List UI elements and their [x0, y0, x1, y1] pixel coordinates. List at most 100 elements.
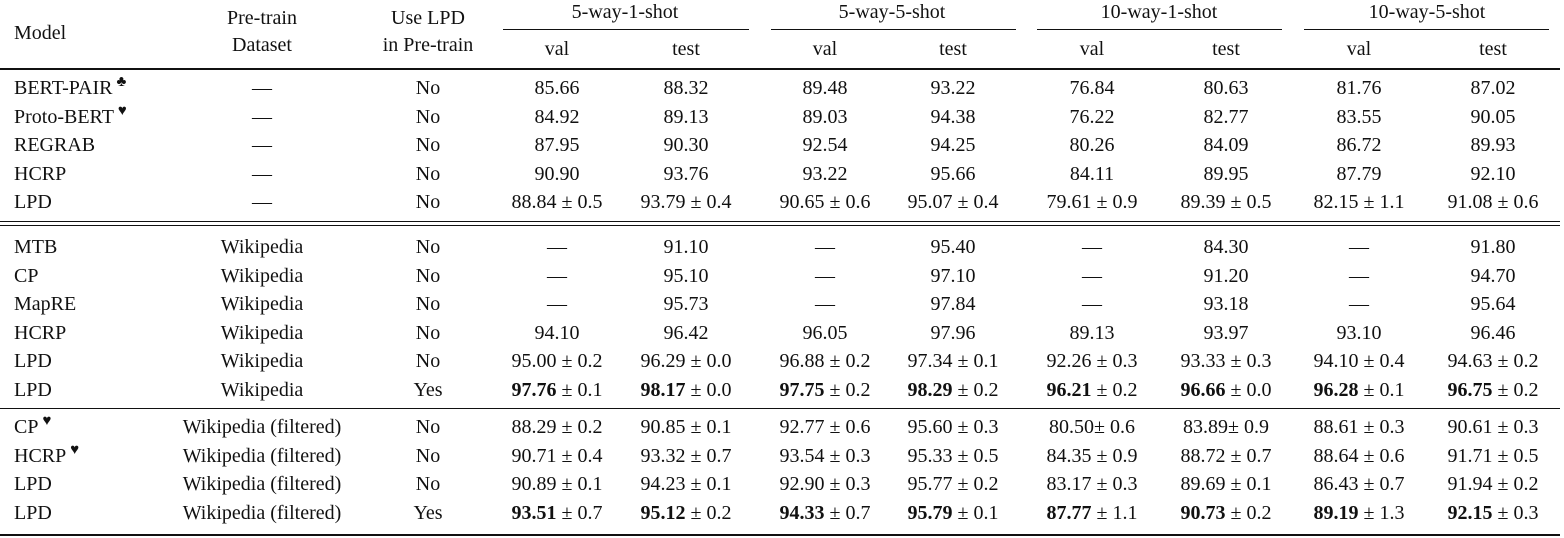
header-group-10way1shot: 10-way-1-shot — [1100, 1, 1218, 23]
header-sub-val: val — [544, 38, 570, 60]
score-cell: — — [1082, 264, 1102, 288]
score-value: — — [547, 264, 567, 287]
score-cell: 92.10 — [1471, 162, 1516, 186]
score-cell: 90.73 ± 0.2 — [1181, 501, 1272, 525]
header-sub-test: test — [1212, 38, 1240, 60]
dataset-cell: — — [252, 162, 272, 185]
score-cell: — — [815, 235, 835, 259]
score-std: ± 0.2 — [952, 378, 999, 401]
score-std: ± 0.2 — [1091, 378, 1138, 401]
score-cell: 90.30 — [664, 133, 709, 157]
score-std: ± 0.2 — [1225, 501, 1272, 524]
model-label: HCRP — [14, 321, 67, 344]
score-cell: 86.72 — [1337, 133, 1382, 157]
score-cell: 92.26 ± 0.3 — [1047, 349, 1138, 373]
header-model: Model — [14, 22, 67, 44]
dataset-cell: — — [252, 191, 272, 213]
use-lpd-cell: Yes — [413, 378, 443, 401]
use-lpd-cell: Yes — [413, 501, 443, 524]
score-std: ± 0.6 — [1492, 191, 1539, 213]
score-value: 89.13 — [663, 105, 709, 128]
score-value: 96.66 — [1180, 378, 1226, 401]
score-cell: — — [1082, 235, 1102, 259]
score-value: — — [815, 293, 835, 315]
dataset-cell: Wikipedia — [220, 293, 304, 315]
score-std: ± 0.2 — [1492, 378, 1539, 401]
score-value: 87.02 — [1470, 77, 1516, 99]
score-cell: 91.20 — [1204, 264, 1249, 288]
score-value: 90.89 — [511, 473, 557, 495]
score-cell: 80.63 — [1204, 76, 1249, 100]
score-std: ± 0.3 — [952, 416, 999, 438]
score-cell: 95.33 ± 0.5 — [908, 444, 999, 468]
score-cell: 80.26 — [1070, 133, 1115, 157]
score-value: — — [1349, 264, 1369, 287]
score-value: 95.60 — [907, 416, 953, 438]
score-value: 90.05 — [1470, 105, 1516, 128]
score-cell: 81.76 — [1337, 76, 1382, 100]
score-std: ± 0.3 — [1358, 416, 1405, 438]
section-rule — [0, 408, 1560, 410]
score-std: ± 0.3 — [1492, 416, 1539, 438]
dataset-cell: Wikipedia — [220, 264, 304, 287]
header-sub-test: test — [939, 38, 967, 60]
score-cell: — — [1349, 264, 1369, 288]
score-value: 94.10 — [534, 321, 580, 344]
score-std: ± 0.5 — [952, 444, 999, 467]
score-value: 88.61 — [1313, 416, 1359, 438]
score-cell: 94.33 ± 0.7 — [780, 501, 871, 525]
model-name: CP ♥ — [14, 413, 52, 441]
score-cell: 96.75 ± 0.2 — [1448, 378, 1539, 402]
score-cell: 88.64 ± 0.6 — [1314, 444, 1405, 468]
score-value: 92.10 — [1470, 162, 1516, 185]
score-cell: 96.88 ± 0.2 — [780, 349, 871, 373]
score-value: 94.10 — [1313, 350, 1359, 372]
score-std: ± 0.6 — [824, 416, 871, 438]
score-value: 83.17 — [1046, 473, 1092, 495]
score-cell: 97.84 — [931, 292, 976, 316]
score-cell: 89.13 — [664, 105, 709, 129]
score-cell: 90.65 ± 0.6 — [780, 190, 871, 214]
model-name: HCRP — [14, 321, 66, 345]
score-value: 88.32 — [663, 77, 709, 99]
score-std: ± 0.5 — [1492, 444, 1539, 467]
score-value: 96.75 — [1447, 378, 1493, 401]
score-value: 92.90 — [779, 473, 825, 495]
header-dataset-line1: Pre-train — [227, 7, 297, 29]
score-std: ± 0.7 — [824, 501, 871, 524]
score-value: 91.20 — [1203, 264, 1249, 287]
score-value: 95.10 — [663, 264, 709, 287]
score-cell: 94.23 ± 0.1 — [641, 472, 732, 496]
use-lpd-cell: No — [415, 416, 441, 438]
score-value: — — [1349, 293, 1369, 315]
club-icon: ♣ — [116, 74, 127, 90]
score-cell: — — [547, 264, 567, 288]
header-dataset-line2: Dataset — [232, 34, 292, 56]
heart-icon: ♥ — [117, 102, 127, 119]
group-rule-4 — [1304, 29, 1549, 30]
score-cell: 89.93 — [1471, 133, 1516, 157]
score-value: 98.29 — [907, 378, 953, 401]
heart-icon: ♥ — [42, 413, 52, 429]
score-cell: 91.71 ± 0.5 — [1448, 444, 1539, 468]
score-cell: — — [1082, 292, 1102, 316]
dataset-cell: — — [252, 77, 272, 99]
model-label: BERT-PAIR — [14, 77, 113, 99]
header-group-5way1shot: 5-way-1-shot — [571, 1, 679, 23]
score-cell: 88.29 ± 0.2 — [512, 415, 603, 439]
model-name: LPD — [14, 501, 52, 525]
score-std: ± 0.9 — [1228, 416, 1269, 438]
score-cell: 95.60 ± 0.3 — [908, 415, 999, 439]
score-std: ± 0.0 — [1225, 378, 1272, 401]
score-cell: 89.95 — [1204, 162, 1249, 186]
score-cell: — — [1349, 292, 1369, 316]
score-cell: 95.73 — [664, 292, 709, 316]
score-value: 81.76 — [1336, 77, 1382, 99]
score-value: 97.96 — [930, 321, 976, 344]
score-value: 84.11 — [1069, 162, 1115, 185]
score-value: 89.95 — [1203, 162, 1249, 185]
dataset-cell: Wikipedia — [220, 321, 304, 344]
score-cell: 94.70 — [1471, 264, 1516, 288]
score-cell: 93.97 — [1204, 321, 1249, 345]
model-name: BERT-PAIR ♣ — [14, 74, 127, 102]
